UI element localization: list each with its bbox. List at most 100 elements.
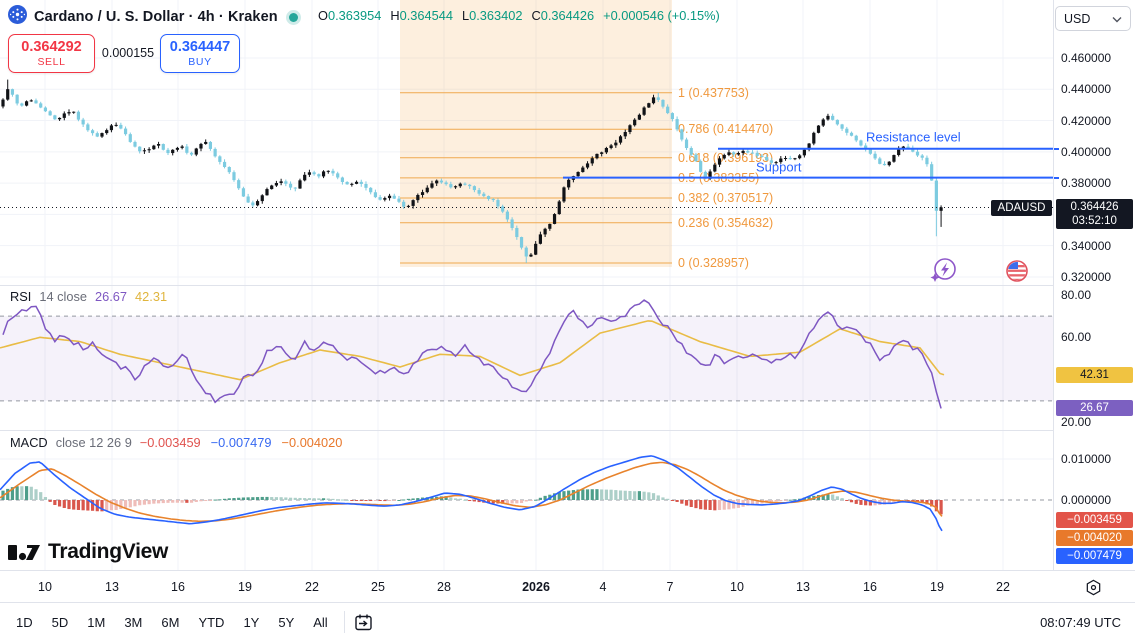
currency-select[interactable]: USD bbox=[1055, 6, 1131, 31]
macd-params: close 12 26 9 bbox=[55, 435, 132, 450]
support-label[interactable]: Support bbox=[756, 160, 802, 175]
range-button-1d[interactable]: 1D bbox=[8, 611, 41, 634]
sell-price: 0.364292 bbox=[21, 39, 82, 56]
resistance-label[interactable]: Resistance level bbox=[866, 130, 961, 145]
rsi-value: 26.67 bbox=[95, 289, 128, 304]
range-button-5d[interactable]: 5D bbox=[44, 611, 77, 634]
toolbar-divider bbox=[343, 611, 345, 633]
fib-retracement[interactable] bbox=[400, 0, 672, 267]
tradingview-logo-mark bbox=[8, 544, 40, 560]
rsi-value-badge: 42.31 bbox=[1056, 366, 1133, 383]
time-tick-label: 2026 bbox=[522, 580, 550, 594]
spread-value: 0.000155 bbox=[101, 46, 155, 60]
time-tick-label: 25 bbox=[371, 580, 385, 594]
range-button-3m[interactable]: 3M bbox=[116, 611, 150, 634]
macd-values: −0.003459 −0.007479 −0.004020 bbox=[140, 435, 343, 450]
rsi-tick-label: 80.00 bbox=[1061, 288, 1092, 302]
time-tick-label: 16 bbox=[171, 580, 185, 594]
last-price-axis-badge: 0.364426 03:52:10 bbox=[1056, 199, 1133, 230]
timezone-settings-icon[interactable] bbox=[1084, 578, 1103, 602]
time-axis[interactable]: 10 13 16 19 22 25 28 2026 4 7 10 13 16 19 22 bbox=[0, 570, 1135, 602]
range-button-all[interactable]: All bbox=[305, 611, 335, 634]
us-flag-event-icon[interactable] bbox=[1004, 258, 1030, 289]
time-tick-label: 19 bbox=[238, 580, 252, 594]
symbol-row: Cardano / U. S. Dollar · 4h · Kraken bbox=[8, 5, 298, 29]
buy-price: 0.364447 bbox=[169, 39, 231, 56]
ohlc-change: +0.000546 (+0.15%) bbox=[603, 8, 720, 23]
macd-value: −0.003459 bbox=[139, 435, 201, 450]
fib-label: 0.786 (0.414470) bbox=[678, 122, 773, 136]
rsi-value-badge: 26.67 bbox=[1056, 399, 1133, 416]
range-buttons: 1D 5D 1M 3M 6M YTD 1Y 5Y All bbox=[8, 611, 336, 634]
rsi-tick-label: 60.00 bbox=[1061, 330, 1092, 345]
time-tick-label: 4 bbox=[599, 580, 607, 594]
pane-divider[interactable] bbox=[0, 285, 1135, 286]
bottom-toolbar: 1D 5D 1M 3M 6M YTD 1Y 5Y All 08:07:49 UTC bbox=[0, 602, 1135, 641]
macd-value: −0.004020 bbox=[281, 435, 343, 450]
price-tick-label: 0.340000 bbox=[1061, 238, 1112, 253]
time-tick-label: 16 bbox=[863, 580, 877, 594]
ohlc-l: L0.363402 bbox=[461, 8, 523, 23]
range-button-1y[interactable]: 1Y bbox=[235, 611, 267, 634]
symbol-title[interactable]: Cardano / U. S. Dollar · 4h · Kraken bbox=[34, 9, 278, 25]
price-tick-label: 0.440000 bbox=[1061, 82, 1112, 97]
buy-button[interactable]: 0.364447 BUY bbox=[160, 34, 240, 73]
range-button-6m[interactable]: 6M bbox=[153, 611, 187, 634]
rsi-pane-header[interactable]: RSI 14 close 26.67 42.31 bbox=[10, 289, 167, 304]
price-tick-label: 0.460000 bbox=[1061, 51, 1112, 65]
time-tick-label: 7 bbox=[666, 580, 674, 594]
macd-tick-label: 0.000000 bbox=[1061, 493, 1112, 507]
time-tick-label: 19 bbox=[930, 580, 944, 594]
time-tick-label: 10 bbox=[38, 580, 52, 594]
tradingview-logo[interactable]: TradingView bbox=[8, 540, 168, 564]
market-status-icon[interactable] bbox=[288, 12, 298, 22]
candlestick-series bbox=[1, 79, 943, 263]
price-tick-label: 0.380000 bbox=[1061, 176, 1112, 191]
chevron-down-icon bbox=[1112, 12, 1122, 26]
macd-value: −0.007479 bbox=[210, 435, 272, 450]
rsi-ma-value: 42.31 bbox=[135, 289, 168, 304]
macd-pane-header[interactable]: MACD close 12 26 9 −0.003459 −0.007479 −0.… bbox=[10, 435, 342, 450]
range-button-ytd[interactable]: YTD bbox=[190, 611, 232, 634]
line-axis-mark bbox=[1054, 176, 1059, 179]
sell-label: SELL bbox=[37, 55, 66, 68]
rsi-title: RSI bbox=[10, 289, 32, 304]
macd-tick-label: 0.010000 bbox=[1061, 452, 1112, 466]
symbol-price-label: ADAUSD bbox=[991, 200, 1052, 216]
cardano-logo bbox=[8, 5, 27, 29]
time-tick-label: 13 bbox=[105, 580, 119, 594]
range-button-5y[interactable]: 5Y bbox=[270, 611, 302, 634]
chart-header: Cardano / U. S. Dollar · 4h · Kraken O0.… bbox=[0, 0, 1053, 30]
price-tick-label: 0.400000 bbox=[1061, 144, 1112, 159]
buy-label: BUY bbox=[188, 55, 212, 68]
line-axis-mark bbox=[1054, 147, 1059, 150]
macd-value-badge: −0.007479 bbox=[1056, 548, 1133, 564]
clock[interactable]: 08:07:49 UTC bbox=[1040, 614, 1121, 630]
time-tick-label: 28 bbox=[437, 580, 451, 594]
time-tick-label: 10 bbox=[730, 580, 744, 594]
price-axis[interactable]: 0.460000 0.440000 0.420000 0.400000 0.380000… bbox=[1053, 0, 1135, 570]
pane-divider[interactable] bbox=[0, 430, 1135, 431]
flash-boost-icon[interactable] bbox=[929, 256, 959, 291]
sell-button[interactable]: 0.364292 SELL bbox=[8, 34, 95, 73]
fib-label: 0.236 (0.354632) bbox=[678, 216, 773, 230]
macd-title: MACD bbox=[10, 435, 48, 450]
tradingview-logo-text: TradingView bbox=[48, 540, 169, 563]
time-tick-label: 22 bbox=[996, 580, 1010, 594]
fib-label: 0 (0.328957) bbox=[678, 256, 749, 270]
ohlc-o: O0.363954 bbox=[318, 8, 382, 23]
macd-value-badge: −0.004020 bbox=[1056, 530, 1133, 546]
price-tick-label: 0.420000 bbox=[1061, 113, 1112, 128]
range-button-1m[interactable]: 1M bbox=[79, 611, 113, 634]
rsi-tick-label: 20.00 bbox=[1061, 415, 1092, 429]
fib-label: 1 (0.437753) bbox=[678, 86, 749, 100]
ohlc-h: H0.364544 bbox=[390, 8, 453, 23]
ohlc-row: O0.363954 H0.364544 L0.363402 C0.364426 +0.0… bbox=[318, 8, 720, 23]
time-tick-label: 22 bbox=[305, 580, 319, 594]
fib-label: 0.382 (0.370517) bbox=[678, 191, 773, 205]
go-to-date-button[interactable] bbox=[353, 612, 374, 633]
currency-value: USD bbox=[1064, 11, 1091, 26]
rsi-plot bbox=[0, 299, 1053, 409]
ohlc-c: C0.364426 bbox=[531, 8, 595, 23]
time-tick-label: 13 bbox=[796, 580, 810, 594]
